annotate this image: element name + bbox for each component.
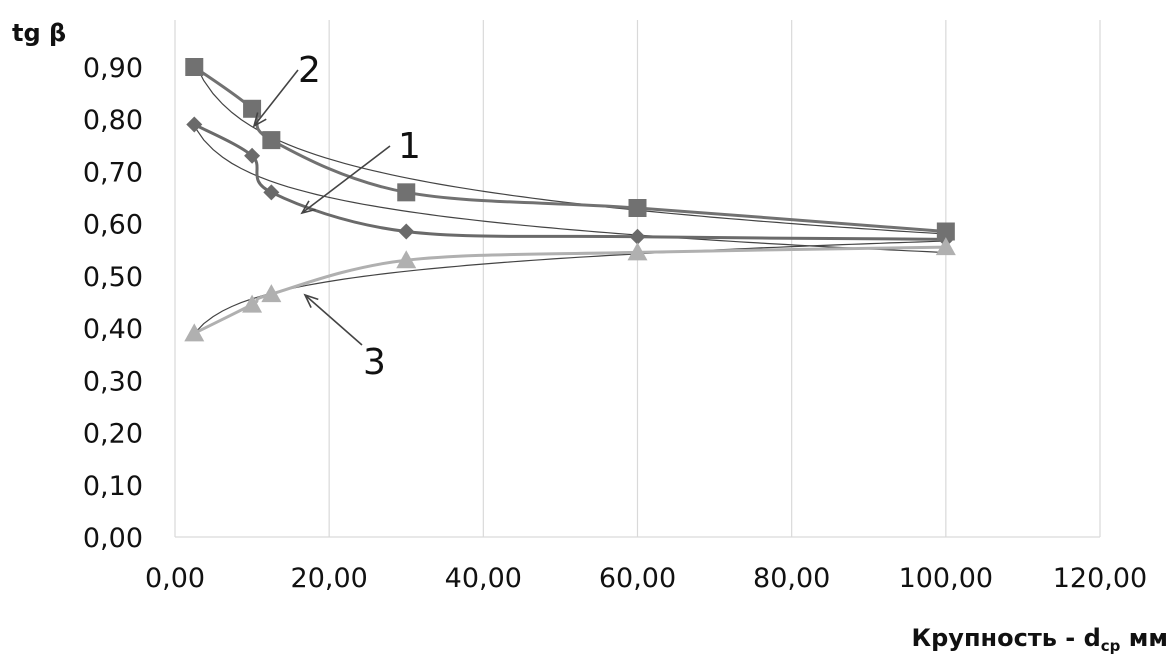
series-2-point <box>936 222 955 241</box>
series-1-point <box>186 116 203 133</box>
series-3-point <box>242 294 263 313</box>
trendlines <box>193 61 946 335</box>
y-tick-label: 0,30 <box>83 366 143 397</box>
series-3-label: 3 <box>363 342 386 383</box>
y-tick-label: 0,00 <box>83 523 143 554</box>
series-2-label: 2 <box>298 50 321 91</box>
series-1-leader-arrow <box>301 145 391 214</box>
series-3-point <box>627 242 648 261</box>
series-1-point <box>244 147 261 164</box>
x-tick-label: 60,00 <box>599 563 676 594</box>
x-tick-label: 120,00 <box>1053 563 1147 594</box>
series-2-leader-arrow-head <box>252 112 267 128</box>
series-2-leader-arrow <box>253 69 299 127</box>
x-axis-title-unit: мм <box>1120 624 1168 652</box>
x-tick-label: 0,00 <box>145 563 205 594</box>
series-1-point <box>629 228 646 245</box>
y-tick-label: 0,20 <box>83 419 143 450</box>
y-tick-label: 0,70 <box>83 157 143 188</box>
y-tick-label: 0,50 <box>83 262 143 293</box>
series-3-line <box>193 245 946 335</box>
x-tick-label: 80,00 <box>753 563 830 594</box>
series-3-point <box>935 237 956 256</box>
series-2-point <box>262 131 281 150</box>
x-tick-label: 20,00 <box>291 563 368 594</box>
y-tick-label: 0,10 <box>83 471 143 502</box>
series-2-point <box>185 58 204 76</box>
series-2-point <box>243 99 262 118</box>
series-2-trendline <box>193 61 946 235</box>
series-2-point <box>397 183 416 202</box>
series-3-point <box>396 250 417 269</box>
x-axis-title-main: Крупность - d <box>912 624 1101 652</box>
y-tick-label: 0,40 <box>83 314 143 345</box>
gridlines <box>174 20 1101 538</box>
y-tick-labels: 0,00 0,10 0,20 0,30 0,40 0,50 0,60 0,70 0,80 0,90 <box>83 53 143 554</box>
series-2-point <box>628 199 647 217</box>
x-tick-label: 100,00 <box>899 563 993 594</box>
series-1-trendline <box>193 125 946 254</box>
series-1-label: 1 <box>398 126 421 167</box>
series-3-leader-arrow <box>304 294 363 346</box>
markers <box>184 58 956 342</box>
x-tick-labels: 0,00 20,00 40,00 60,00 80,00 100,00 120,00 <box>145 563 1147 594</box>
y-tick-label: 0,90 <box>83 53 143 84</box>
x-tick-label: 40,00 <box>445 563 522 594</box>
leader-arrows <box>252 69 391 346</box>
series-3-leader-arrow-head <box>303 293 319 308</box>
series-3-trendline <box>193 240 946 335</box>
x-axis-title: Крупность - dср мм <box>912 624 1169 654</box>
series-1-point <box>398 223 415 240</box>
y-tick-label: 0,80 <box>83 105 143 136</box>
series-1-leader-arrow-head <box>300 200 316 215</box>
series-3-point <box>261 284 282 303</box>
y-axis-title: tg β <box>12 19 66 47</box>
x-axis-title-sub: ср <box>1101 637 1121 654</box>
series-1-point <box>263 184 280 201</box>
series-3-point <box>184 323 205 342</box>
series-lines <box>193 65 946 335</box>
y-tick-label: 0,60 <box>83 210 143 241</box>
